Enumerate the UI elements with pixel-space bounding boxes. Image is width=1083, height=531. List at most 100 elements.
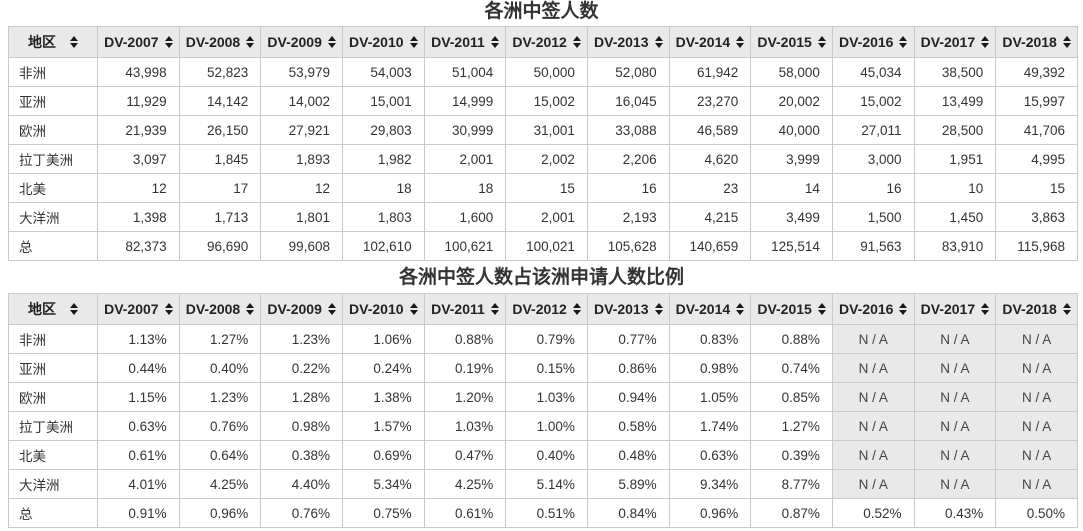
column-header-dv-2014[interactable]: DV-2014 [668, 26, 752, 58]
column-header-label: DV-2015 [757, 34, 812, 50]
value-cell: 11,929 [97, 86, 180, 116]
value-cell: 0.84% [586, 498, 670, 528]
value-cell: 1.20% [423, 382, 507, 412]
value-cell: 38,500 [913, 57, 997, 87]
value-cell: 9.34% [668, 469, 752, 499]
value-cell: 52,080 [586, 57, 670, 87]
sort-icon [246, 303, 255, 315]
column-header-dv-2009[interactable]: DV-2009 [260, 26, 343, 58]
column-header-content: DV-2014 [676, 34, 745, 50]
value-cell: 1.03% [423, 411, 507, 441]
value-cell: 54,003 [341, 57, 425, 87]
triangle-up-icon [654, 36, 663, 41]
value-cell: 3,097 [97, 144, 180, 174]
value-cell: 0.38% [260, 440, 343, 470]
column-header-label: DV-2010 [349, 34, 404, 50]
sort-icon [981, 303, 990, 315]
sort-icon [70, 36, 78, 48]
triangle-down-icon [70, 310, 78, 315]
value-cell: 16,045 [586, 86, 670, 116]
value-cell: 1,713 [178, 202, 262, 232]
column-header-region[interactable]: 地区 [8, 26, 98, 58]
column-header-dv-2007[interactable]: DV-2007 [97, 293, 180, 325]
na-cell: N / A [913, 411, 997, 441]
value-cell: 43,998 [97, 57, 180, 87]
column-header-dv-2010[interactable]: DV-2010 [341, 293, 425, 325]
na-cell: N / A [913, 324, 997, 354]
column-header-dv-2008[interactable]: DV-2008 [178, 293, 262, 325]
value-cell: 0.91% [97, 498, 180, 528]
column-header-label: DV-2017 [920, 34, 976, 50]
column-header-dv-2017[interactable]: DV-2017 [913, 293, 997, 325]
value-cell: 0.86% [586, 353, 670, 383]
column-header-dv-2007[interactable]: DV-2007 [97, 26, 180, 58]
value-cell: 15 [505, 173, 588, 203]
value-cell: 0.48% [586, 440, 670, 470]
column-header-dv-2016[interactable]: DV-2016 [831, 26, 915, 58]
na-cell: N / A [913, 382, 997, 412]
triangle-down-icon [70, 43, 78, 48]
column-header-dv-2016[interactable]: DV-2016 [831, 293, 915, 325]
triangle-down-icon [490, 310, 499, 315]
column-header-dv-2012[interactable]: DV-2012 [505, 293, 588, 325]
sort-icon [817, 36, 826, 48]
value-cell: 20,002 [750, 86, 833, 116]
column-header-dv-2018[interactable]: DV-2018 [995, 26, 1078, 58]
column-header-dv-2010[interactable]: DV-2010 [341, 26, 425, 58]
region-cell: 大洋洲 [8, 202, 98, 232]
column-header-dv-2015[interactable]: DV-2015 [750, 26, 833, 58]
na-cell: N / A [831, 353, 915, 383]
value-cell: 49,392 [995, 57, 1078, 87]
na-cell: N / A [831, 440, 915, 470]
value-cell: 41,706 [995, 115, 1078, 145]
column-header-label: DV-2016 [838, 34, 894, 50]
value-cell: 40,000 [750, 115, 833, 145]
column-header-dv-2011[interactable]: DV-2011 [423, 293, 507, 325]
column-header-label: 地区 [28, 34, 56, 50]
value-cell: 83,910 [913, 231, 997, 261]
triangle-up-icon [981, 36, 990, 41]
value-cell: 12 [97, 173, 180, 203]
value-cell: 0.63% [97, 411, 180, 441]
column-header-content: DV-2016 [839, 301, 908, 317]
value-cell: 1.03% [505, 382, 588, 412]
value-cell: 5.89% [586, 469, 670, 499]
value-cell: 23,270 [668, 86, 752, 116]
column-header-dv-2013[interactable]: DV-2013 [586, 26, 670, 58]
value-cell: 115,968 [995, 231, 1078, 261]
column-header-dv-2008[interactable]: DV-2008 [178, 26, 262, 58]
value-cell: 15,002 [831, 86, 915, 116]
column-header-content: DV-2007 [104, 34, 173, 50]
value-cell: 15,001 [341, 86, 425, 116]
column-header-dv-2013[interactable]: DV-2013 [586, 293, 670, 325]
triangle-down-icon [899, 310, 908, 315]
column-header-dv-2009[interactable]: DV-2009 [260, 293, 343, 325]
column-header-content: DV-2011 [431, 34, 499, 50]
value-cell: 1,801 [260, 202, 343, 232]
value-cell: 1.27% [178, 324, 262, 354]
column-header-label: DV-2012 [512, 301, 567, 317]
column-header-dv-2011[interactable]: DV-2011 [423, 26, 507, 58]
ratio-table-title: 各洲中签人数占该洲申请人数比例 [398, 267, 684, 288]
column-header-dv-2018[interactable]: DV-2018 [995, 293, 1078, 325]
value-cell: 30,999 [423, 115, 507, 145]
table-row: 大洋洲 4.01% 4.25% 4.40% 5.34% 4.25% 5.14% 5.89% 9.… [8, 469, 1078, 499]
column-header-region[interactable]: 地区 [8, 293, 98, 325]
value-cell: 100,621 [423, 231, 507, 261]
triangle-down-icon [817, 310, 826, 315]
region-cell: 北美 [8, 173, 98, 203]
value-cell: 0.43% [913, 498, 997, 528]
column-header-content: DV-2009 [267, 301, 336, 317]
column-header-dv-2015[interactable]: DV-2015 [750, 293, 833, 325]
winners-table-section: 各洲中签人数 地区 DV-2007 DV-2008 DV-2009 DV-2010 DV-… [0, 1, 1083, 261]
triangle-up-icon [164, 303, 173, 308]
table-row: 非洲 1.13% 1.27% 1.23% 1.06% 0.88% 0.79% 0.77% 0.8… [8, 324, 1078, 354]
sort-icon [654, 36, 663, 48]
column-header-dv-2014[interactable]: DV-2014 [668, 293, 752, 325]
na-cell: N / A [995, 324, 1078, 354]
column-header-dv-2017[interactable]: DV-2017 [913, 26, 997, 58]
na-cell: N / A [831, 382, 915, 412]
triangle-down-icon [736, 43, 745, 48]
column-header-dv-2012[interactable]: DV-2012 [505, 26, 588, 58]
triangle-up-icon [899, 36, 908, 41]
